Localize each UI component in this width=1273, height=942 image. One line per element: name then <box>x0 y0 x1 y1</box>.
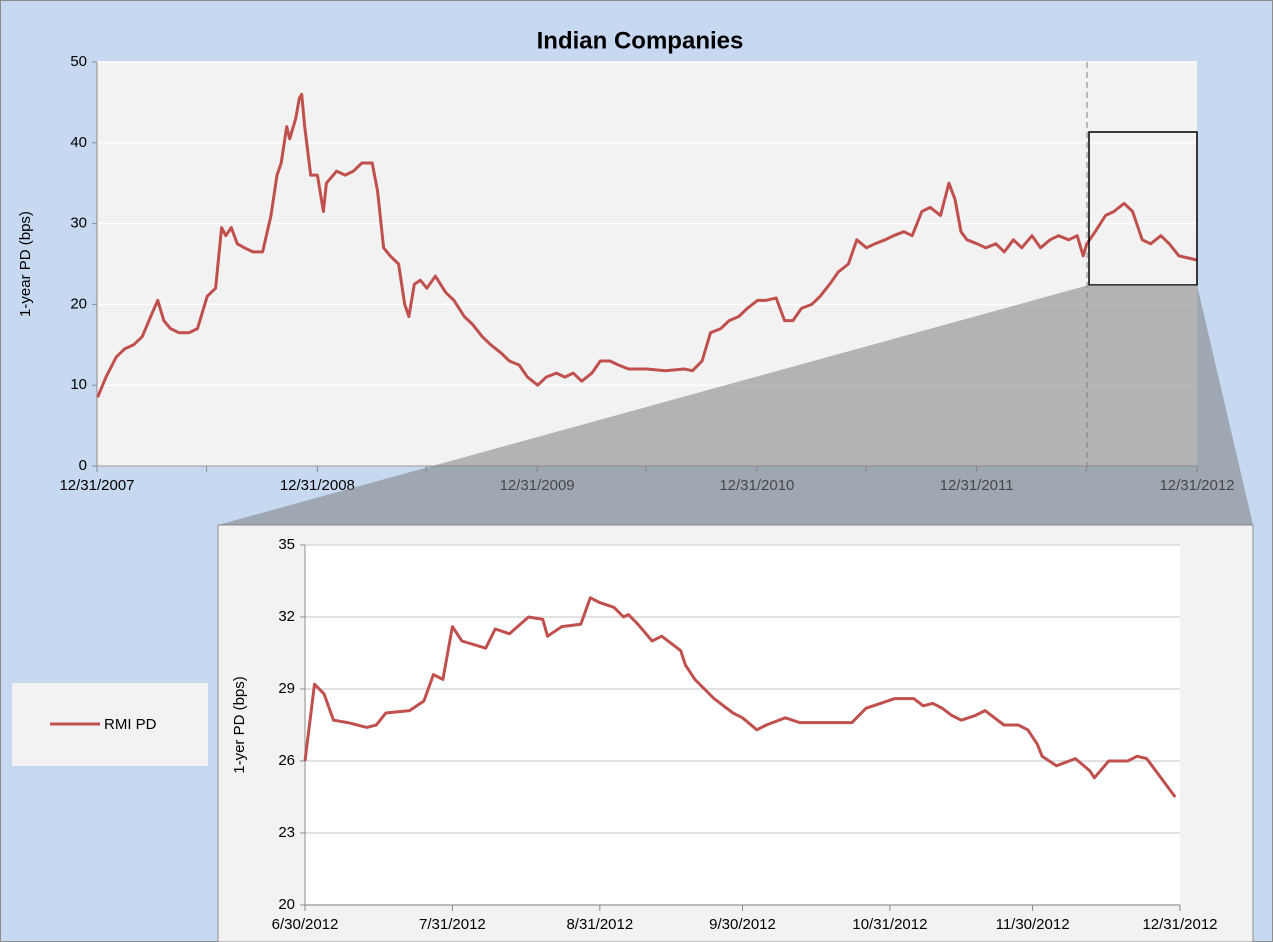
y-tick-label: 20 <box>278 896 295 913</box>
zoom-projection <box>218 285 1253 525</box>
chart-title: Indian Companies <box>537 27 744 54</box>
y-tick-label: 20 <box>70 295 87 312</box>
x-tick-label: 11/30/2012 <box>996 916 1070 933</box>
legend-label: RMI PD <box>104 716 157 733</box>
inset-y-axis-title: 1-yer PD (bps) <box>231 676 248 774</box>
y-tick-label: 23 <box>278 824 295 841</box>
data-line <box>96 92 1198 398</box>
y-tick-label: 0 <box>79 457 87 474</box>
y-tick-label: 50 <box>70 53 87 70</box>
y-tick-label: 30 <box>70 215 87 232</box>
inset-plot-area <box>305 545 1180 905</box>
x-tick-label: 9/30/2012 <box>709 916 776 933</box>
x-tick-label: 6/30/2012 <box>272 916 339 933</box>
x-tick-label: 7/31/2012 <box>419 916 486 933</box>
x-tick-label: 8/31/2012 <box>566 916 633 933</box>
x-tick-label: 12/31/2007 <box>59 477 134 494</box>
y-tick-label: 10 <box>70 376 87 393</box>
data-line <box>303 596 1177 798</box>
y-tick-label: 32 <box>278 608 295 625</box>
y-tick-label: 29 <box>278 680 295 697</box>
y-tick-label: 40 <box>70 134 87 151</box>
x-tick-label: 12/31/2008 <box>280 477 355 494</box>
y-tick-label: 26 <box>278 752 295 769</box>
legend-box <box>12 683 208 766</box>
y-axis-title: 1-year PD (bps) <box>17 211 34 317</box>
x-tick-label: 10/31/2012 <box>852 916 927 933</box>
y-tick-label: 35 <box>278 536 295 553</box>
x-tick-label: 12/31/2012 <box>1142 916 1217 933</box>
